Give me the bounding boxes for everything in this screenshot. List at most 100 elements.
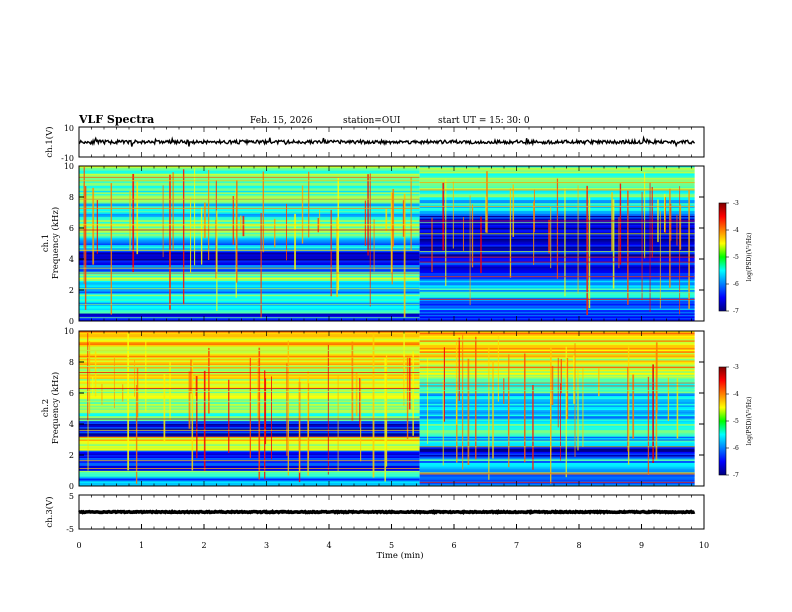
spectrogram-band-cell <box>419 473 695 476</box>
narrowband-line <box>79 198 420 200</box>
spectrogram-band-cell <box>419 334 695 336</box>
spectrogram-band-cell <box>419 346 695 349</box>
spectrogram-band-cell <box>79 223 420 226</box>
spectrogram-band-cell <box>79 297 420 300</box>
sferic-streak <box>285 203 288 261</box>
sferic-streak <box>512 184 515 237</box>
spectrogram-band-cell <box>419 450 695 453</box>
sferic-streak <box>655 342 658 414</box>
sferic-streak <box>258 347 261 480</box>
sferic-streak <box>87 332 89 421</box>
spectrogram-band-cell <box>79 169 420 171</box>
narrowband-line <box>79 357 420 359</box>
spectrogram-band-cell <box>79 303 420 306</box>
spectrogram-band-cell <box>79 420 420 423</box>
sferic-streak <box>240 215 242 230</box>
spectrogram-band-cell <box>79 450 420 453</box>
sferic-streak <box>574 343 576 457</box>
ch1-colorbar-label: log(PSD)(V²/Hz) <box>746 233 753 282</box>
spectrogram-band-cell <box>79 220 420 223</box>
spectrogram-band-cell <box>419 371 695 374</box>
spectrogram-band-cell <box>79 428 420 431</box>
spectrogram-band-cell <box>79 255 420 258</box>
spectrogram-band-cell <box>419 377 695 380</box>
spectrogram-band-cell <box>79 274 420 277</box>
spectrogram-band-cell <box>79 397 420 400</box>
spectrogram-band-cell <box>79 444 420 446</box>
spectrogram-band-cell <box>419 297 695 300</box>
spectrogram-band-cell <box>419 168 695 171</box>
figure-title: VLF Spectra <box>78 113 154 126</box>
x-tick-label: 2 <box>201 541 206 550</box>
spectrogram-band-cell <box>79 310 420 312</box>
sferic-streak <box>194 168 196 266</box>
spectrogram-band-cell <box>79 337 420 340</box>
spectrogram-band-cell <box>79 386 420 389</box>
spectrogram-band-cell <box>419 465 695 468</box>
spectrogram-band-cell <box>79 293 420 295</box>
narrowband-line <box>79 317 420 319</box>
spectrogram-band-cell <box>419 424 695 426</box>
sferic-streak <box>573 355 575 404</box>
colorbar-tick-label: -6 <box>733 445 739 452</box>
spectrogram-band-cell <box>79 464 420 467</box>
colorbar-tick-label: -7 <box>733 308 739 315</box>
y-tick-label: 10 <box>64 327 74 336</box>
sferic-streak <box>442 182 445 251</box>
sferic-streak <box>577 369 579 451</box>
narrowband-line <box>79 388 420 389</box>
sferic-streak <box>664 193 666 233</box>
spectrogram-band-cell <box>419 293 695 295</box>
spectrogram-band-cell <box>79 251 420 254</box>
sferic-streak <box>560 382 561 461</box>
spectrogram-band-cell <box>419 351 695 353</box>
spectrogram-band-cell <box>79 232 420 235</box>
sferic-streak <box>688 190 690 309</box>
spectrogram-band-cell <box>79 437 420 440</box>
spectrogram-band-cell <box>79 170 420 173</box>
sferic-streak <box>83 183 85 284</box>
y-tick-label: 8 <box>69 358 74 367</box>
sferic-streak <box>619 183 622 265</box>
spectrogram-band-cell <box>79 299 420 302</box>
spectrogram-band-cell <box>419 331 695 333</box>
y-tick-label: 0 <box>69 317 74 326</box>
spectrogram-band-cell <box>419 427 695 429</box>
spectrogram-band-cell <box>79 348 420 350</box>
spectrogram-band-cell <box>79 235 420 238</box>
spectrogram-band-cell <box>419 332 695 335</box>
spectrogram-band-cell <box>419 348 695 350</box>
spectrogram-band-cell <box>79 187 420 190</box>
sferic-streak <box>509 188 512 278</box>
spectrogram-band-cell <box>79 231 420 233</box>
sferic-streak <box>475 336 477 460</box>
spectrogram-band-cell <box>79 399 420 402</box>
spectrogram-band-cell <box>79 439 420 442</box>
sferic-streak <box>406 356 409 439</box>
spectrogram-band-cell <box>79 445 420 448</box>
sferic-streak <box>189 197 192 273</box>
spectrogram-band-cell <box>79 375 420 378</box>
spectrogram-band-cell <box>79 189 420 192</box>
spectrogram-band-cell <box>79 203 420 206</box>
narrowband-line <box>419 339 695 341</box>
spectrogram-band-cell <box>419 408 695 411</box>
spectrogram-band-cell <box>79 362 420 364</box>
spectrogram-band-cell <box>79 403 420 406</box>
spectrogram-band-cell <box>79 238 420 241</box>
sferic-streak <box>560 358 562 394</box>
sferic-streak <box>191 360 194 471</box>
x-tick-label: 8 <box>576 541 581 550</box>
spectrogram-band-cell <box>419 413 695 415</box>
sferic-streak <box>452 181 454 249</box>
spectrogram-band-cell <box>79 481 420 484</box>
sferic-streak <box>136 181 139 255</box>
spectrogram-band-cell <box>419 467 695 470</box>
ch2-spectrogram-panel: 0 2 4 6 8 10 ch.2 Frequency (kHz) <box>41 327 705 491</box>
ch1-ytick-top: 10 <box>64 124 74 133</box>
ch1-spectrogram-panel: 0 2 4 6 8 10 ch.1 Frequency (kHz) <box>41 162 705 326</box>
spectrogram-band-cell <box>79 302 420 305</box>
ch1-colorbar-gradient <box>718 202 727 312</box>
spectrogram-band-cell <box>419 319 695 322</box>
spectrogram-band-cell <box>79 434 420 437</box>
